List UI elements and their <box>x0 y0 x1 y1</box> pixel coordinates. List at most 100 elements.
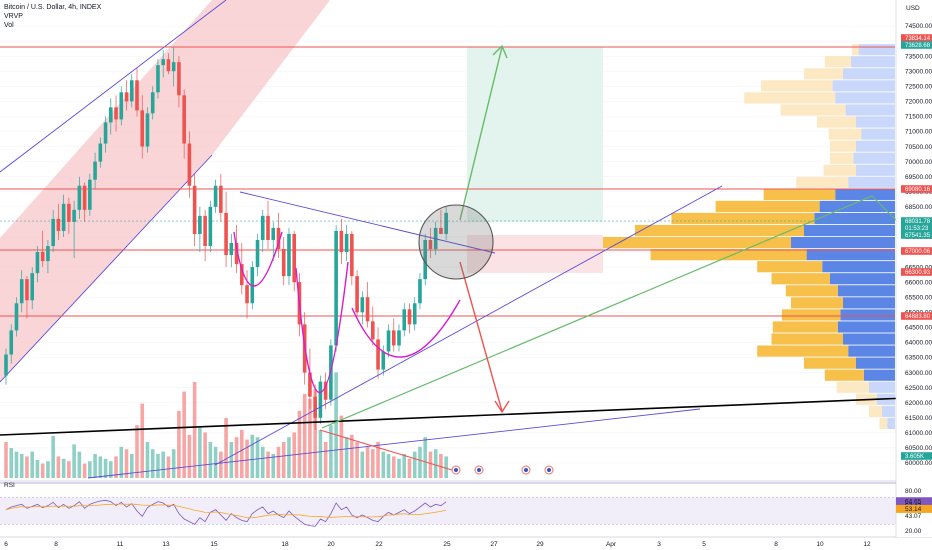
candle-body <box>365 297 370 322</box>
event-flag-icon <box>547 468 551 472</box>
event-flag-icon <box>477 468 481 472</box>
candle-body <box>350 233 354 277</box>
volume-bar <box>339 415 344 478</box>
rsi-tick-label: 64.65 <box>905 498 922 505</box>
event-flag-icon <box>454 468 458 472</box>
vp-gold-bar <box>830 140 856 152</box>
candle-body <box>360 297 365 313</box>
price-tick-label: 72000.00 <box>905 99 932 106</box>
volume-bar <box>140 403 145 478</box>
volume-bar <box>245 439 249 478</box>
vp-blue-bar <box>856 164 895 176</box>
volume-bar <box>444 456 448 478</box>
volume-bar <box>313 389 317 478</box>
candlesticks <box>4 47 448 430</box>
vp-gold-bar <box>781 309 841 321</box>
candle-body <box>371 321 375 340</box>
volume-bar <box>412 451 417 478</box>
candle-body <box>234 242 239 265</box>
price-tick-label: 66000.00 <box>905 279 932 286</box>
candle-body <box>208 206 213 247</box>
volume-bar <box>428 451 433 478</box>
volume-bar <box>433 449 438 478</box>
vp-blue-bar <box>850 56 895 68</box>
price-tag-label: 67541.35 <box>905 233 931 239</box>
volume-bar <box>439 454 443 478</box>
candle-body <box>412 303 417 325</box>
candle-body <box>444 212 448 234</box>
candle-body <box>224 212 228 256</box>
time-axis[interactable]: 6 8 11 13 15 18 20 22 25 27 29 Apr 3 5 8 10 12 <box>4 541 871 548</box>
bullish-arrowhead <box>492 44 508 59</box>
price-tick-label: 63500.00 <box>905 355 932 362</box>
vp-gold-bar <box>804 68 843 80</box>
volume-bars <box>4 372 448 478</box>
vp-blue-bar <box>848 176 895 188</box>
volume-bar <box>213 446 218 478</box>
vp-blue-bar <box>804 224 895 237</box>
volume-bar <box>224 418 228 478</box>
candle-body <box>114 107 118 120</box>
volume-bar <box>250 434 255 478</box>
vp-blue-bar <box>887 417 895 430</box>
price-tag-bg <box>901 224 932 232</box>
price-tag-label: 73834.14 <box>905 36 931 42</box>
volume-bar <box>407 458 412 478</box>
volume-bar <box>93 454 97 478</box>
channel-lower-line <box>0 154 213 383</box>
vp-blue-bar <box>845 104 895 116</box>
volume-bar <box>318 430 323 478</box>
volume-bar <box>365 446 370 478</box>
candle-body <box>271 227 276 240</box>
volume-bar <box>397 458 401 478</box>
volume-bar <box>156 454 160 478</box>
candle-body <box>119 92 124 120</box>
volume-bar <box>391 456 396 478</box>
volume-bar <box>355 442 359 478</box>
volume-bar <box>30 451 34 478</box>
volume-bar <box>418 446 422 478</box>
indicator-vol-label[interactable]: Vol <box>4 22 14 29</box>
price-tag-bg <box>901 452 932 460</box>
date-tick-label: 10 <box>816 541 824 548</box>
candle-body <box>407 309 412 325</box>
volume-bar <box>271 454 276 478</box>
vp-blue-bar <box>832 80 895 92</box>
volume-bar <box>150 449 155 478</box>
vp-blue-bar <box>837 285 895 297</box>
vp-blue-bar <box>848 345 895 357</box>
rsi-label[interactable]: RSI <box>4 482 15 489</box>
volume-bar <box>308 398 312 478</box>
candle-body <box>98 143 103 162</box>
symbol-title[interactable]: Bitcoin / U.S. Dollar, 4h, INDEX <box>4 4 102 11</box>
candle-body <box>140 110 145 147</box>
vp-gold-bar <box>823 164 856 176</box>
vp-blue-bar <box>882 405 895 417</box>
candle-body <box>323 381 328 400</box>
ascending-trendline-shallow <box>87 408 701 479</box>
volume-bar <box>323 442 328 478</box>
candle-body <box>439 227 443 234</box>
volume-bar <box>98 456 103 478</box>
price-tag-bg <box>901 217 932 225</box>
price-tag-label: 73628.68 <box>905 43 931 49</box>
volume-bar <box>35 460 40 478</box>
volume-bar <box>82 463 87 478</box>
rsi-pane <box>0 480 932 538</box>
candle-body <box>192 185 197 234</box>
volume-bar <box>109 461 113 478</box>
price-tick-label: 60500.00 <box>905 445 932 452</box>
candle-body <box>14 303 19 331</box>
vp-gold-bar <box>583 236 791 249</box>
vp-gold-bar <box>836 381 869 393</box>
date-tick-label: 27 <box>490 541 498 548</box>
volume-bar <box>281 442 286 478</box>
volume-bar <box>77 451 82 478</box>
candle-body <box>198 215 202 234</box>
indicator-vrvp-label[interactable]: VRVP <box>4 13 23 20</box>
vp-gold-bar <box>635 224 804 237</box>
candle-body <box>135 80 139 111</box>
candle-body <box>187 143 192 186</box>
price-tag-label: 01:53:23 <box>905 226 929 232</box>
